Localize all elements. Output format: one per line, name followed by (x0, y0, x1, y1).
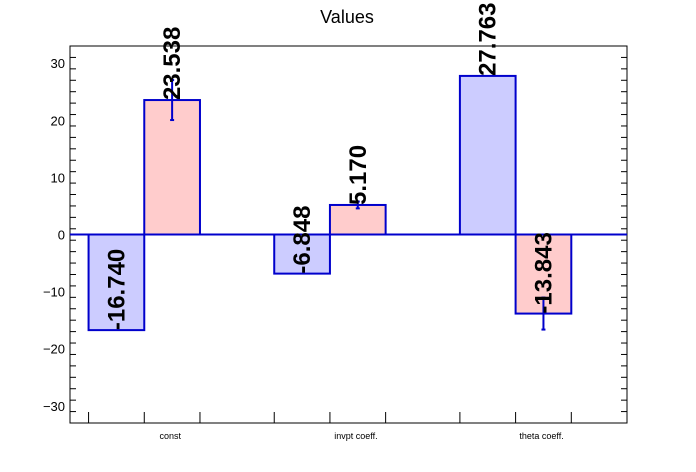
bar (143, 99, 201, 236)
y-tick-label: 10 (51, 170, 65, 185)
value-label: 27.763 (475, 3, 502, 76)
value-label: 5.170 (345, 145, 372, 205)
y-tick-label: 20 (51, 113, 65, 128)
bar (273, 233, 331, 275)
y-tick-label: −30 (43, 399, 65, 414)
x-axis: const invpt coeff. theta coeff. (88, 412, 572, 441)
bar (328, 203, 387, 236)
error-bars (170, 79, 546, 331)
bar (458, 74, 517, 236)
category-label: theta coeff. (519, 431, 563, 441)
chart-title: Values (320, 7, 374, 27)
y-axis: −30 −20 −10 0 10 20 30 (43, 45, 627, 424)
bar (87, 233, 146, 332)
value-label: -13.843 (530, 232, 557, 313)
category-label: invpt coeff. (334, 431, 377, 441)
value-label: 23.538 (159, 27, 186, 100)
bars (87, 74, 573, 332)
value-labels: -16.740 -6.848 27.763 23.538 5.170 -13.843 (103, 3, 557, 331)
y-tick-label: 30 (51, 56, 65, 71)
value-label: -6.848 (289, 206, 316, 274)
value-label: -16.740 (103, 249, 130, 330)
y-tick-label: −10 (43, 285, 65, 300)
y-tick-label: 0 (58, 228, 65, 243)
y-tick-label: −20 (43, 342, 65, 357)
category-label: const (160, 431, 182, 441)
